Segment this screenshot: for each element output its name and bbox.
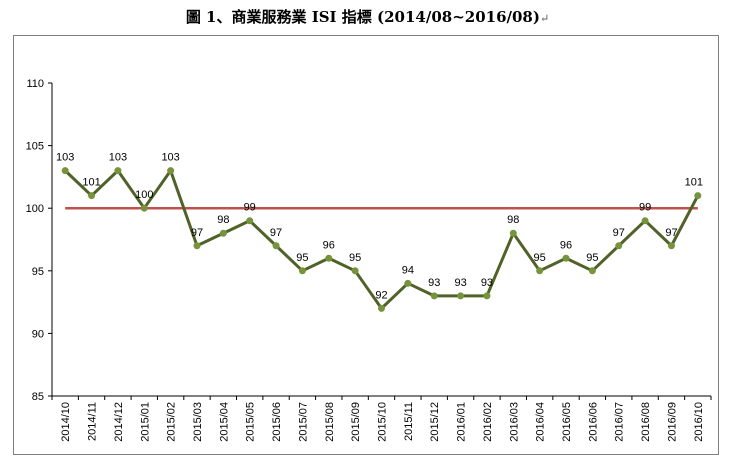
data-point [457, 292, 465, 300]
data-point [272, 242, 280, 250]
x-tick-label: 2015/12 [429, 402, 441, 442]
y-tick-label: 110 [26, 78, 44, 90]
data-point [483, 292, 491, 300]
x-tick-label: 2015/03 [192, 402, 204, 442]
data-point [246, 217, 254, 225]
data-label: 101 [82, 177, 100, 189]
data-point [167, 167, 175, 175]
x-tick-label: 2015/10 [377, 402, 389, 442]
y-tick-label: 105 [26, 141, 44, 153]
data-point [641, 217, 649, 225]
y-tick-label: 100 [26, 203, 44, 215]
data-label: 92 [375, 289, 387, 301]
data-label: 103 [109, 152, 127, 164]
paragraph-return-mark: ↵ [539, 12, 550, 25]
x-tick-label: 2016/07 [614, 402, 626, 442]
x-tick-label: 2016/10 [693, 402, 705, 442]
data-label: 97 [613, 227, 625, 239]
x-tick-label: 2015/11 [403, 402, 415, 441]
data-label: 96 [323, 239, 335, 251]
data-label: 95 [534, 252, 546, 264]
x-tick-label: 2015/02 [166, 402, 178, 442]
x-tick-label: 2014/11 [87, 402, 99, 441]
data-label: 94 [402, 264, 414, 276]
x-tick-label: 2015/04 [218, 402, 230, 442]
data-label: 97 [665, 227, 677, 239]
data-point [325, 254, 333, 262]
data-point [114, 167, 122, 175]
x-tick-label: 2015/08 [324, 402, 336, 442]
data-label: 95 [349, 252, 361, 264]
x-tick-label: 2016/08 [640, 402, 652, 442]
data-point [88, 192, 96, 200]
x-tick-label: 2016/06 [587, 402, 599, 442]
data-point [298, 267, 306, 275]
chart-title-text: 圖 1、商業服務業 ISI 指標 (2014/08~2016/08) [185, 8, 540, 26]
series-group [61, 167, 702, 312]
data-point [509, 229, 517, 237]
data-point [562, 254, 570, 262]
data-point [588, 267, 596, 275]
data-label: 95 [296, 252, 308, 264]
data-point [404, 279, 412, 287]
y-tick-label: 95 [32, 266, 44, 278]
x-tick-label: 2014/12 [113, 402, 125, 442]
y-tick-label: 90 [32, 328, 44, 340]
chart-title: 圖 1、商業服務業 ISI 指標 (2014/08~2016/08)↵ [0, 6, 735, 27]
data-label: 101 [685, 177, 703, 189]
data-point [140, 204, 148, 212]
y-tick-label: 85 [32, 391, 44, 403]
x-tick-label: 2016/02 [482, 402, 494, 442]
data-label: 99 [639, 202, 651, 214]
data-label: 93 [428, 277, 440, 289]
data-label: 95 [586, 252, 598, 264]
data-point [378, 304, 385, 312]
data-point [351, 267, 359, 275]
data-label: 98 [217, 214, 229, 226]
x-tick-label: 2014/10 [60, 402, 72, 442]
x-tick-label: 2015/06 [271, 402, 283, 442]
data-point [536, 267, 544, 275]
x-tick-label: 2015/07 [297, 402, 309, 442]
chart-frame: 85 90 95 100 105 110 2014/10 2014/11 2014/12 201… [13, 35, 719, 455]
data-label: 93 [481, 277, 493, 289]
data-label: 97 [191, 227, 203, 239]
y-axis-ticks: 85 90 95 100 105 110 [26, 78, 52, 403]
series-line [64, 169, 700, 310]
x-tick-label: 2015/05 [245, 402, 257, 442]
x-axis-ticks: 2014/10 2014/11 2014/12 2015/01 2015/02 2015/… [51, 396, 712, 442]
x-tick-label: 2016/03 [508, 402, 520, 442]
data-label: 97 [270, 227, 282, 239]
data-label: 99 [244, 202, 256, 214]
data-label: 96 [560, 239, 572, 251]
data-point [219, 229, 227, 237]
data-label: 93 [454, 277, 466, 289]
data-label: 98 [507, 214, 519, 226]
data-label: 100 [135, 189, 153, 201]
data-point [694, 192, 702, 200]
data-label: 103 [56, 152, 74, 164]
data-point [61, 167, 69, 175]
x-tick-label: 2016/01 [456, 402, 468, 442]
data-point [193, 242, 201, 250]
data-point [430, 292, 438, 300]
x-tick-label: 2015/09 [350, 402, 362, 442]
axes [51, 83, 711, 397]
data-point [615, 242, 623, 250]
x-tick-label: 2016/04 [535, 402, 547, 442]
x-tick-label: 2015/01 [139, 402, 151, 442]
x-tick-label: 2016/05 [561, 402, 573, 442]
data-labels: 103 101 103 100 103 97 98 99 97 95 96 95 92 94 93 93 93 9… [56, 152, 703, 302]
data-point [667, 242, 675, 250]
data-label: 103 [161, 152, 179, 164]
x-tick-label: 2016/09 [666, 402, 678, 442]
